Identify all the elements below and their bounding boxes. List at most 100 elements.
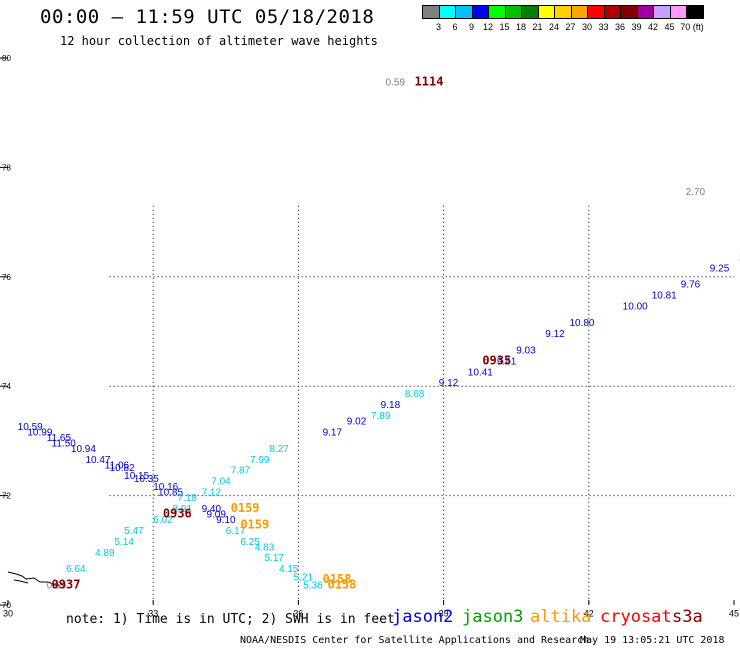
lon-tick-label: 45	[729, 608, 739, 618]
swh-value: 10.82	[110, 463, 135, 474]
swh-value: 9.76	[681, 280, 701, 291]
lon-tick-label: 33	[148, 608, 158, 618]
legend-item-s3a: s3a	[672, 607, 703, 627]
map-grid	[109, 205, 734, 605]
legend-item-jason2: jason2	[392, 607, 454, 627]
swh-value: 7.87	[231, 466, 251, 477]
lat-tick-label: 80	[2, 54, 11, 63]
swh-value: 10.16	[153, 482, 178, 493]
swh-value: 10.41	[468, 367, 493, 378]
color-scale-label: 9	[468, 22, 475, 32]
swh-value: 5.47	[124, 526, 144, 537]
swh-value: 7.12	[202, 488, 222, 499]
swh-value: 10.42	[739, 252, 740, 263]
swh-value: 9.03	[516, 345, 536, 356]
coastline-path	[7, 571, 61, 587]
lat-tick-label: 78	[2, 163, 11, 172]
color-scale-label: 3	[435, 22, 442, 32]
color-scale-label: 12	[482, 22, 494, 32]
swh-value: 10.59	[18, 422, 43, 433]
color-scale-label: 18	[515, 22, 527, 32]
swh-value: 4.89	[95, 548, 115, 559]
swh-value: 10.85	[158, 488, 183, 499]
swh-value: 10.00	[623, 302, 648, 313]
swh-value: 9.12	[545, 329, 565, 340]
swh-points: 0.5910.5910.9911.6511.5010.9410.4711.061…	[18, 77, 740, 591]
credit-text: NOAA/NESDIS Center for Satellite Applica…	[240, 635, 590, 646]
swh-value: 10.47	[85, 455, 110, 466]
color-scale-label: 36	[614, 22, 626, 32]
swh-value: 10.99	[27, 427, 52, 438]
color-scale	[422, 5, 704, 19]
color-scale-label: 42	[647, 22, 659, 32]
time-label: 0158	[323, 572, 352, 586]
lat-tick-label: 72	[2, 492, 11, 501]
swh-value: 0.59	[47, 581, 67, 592]
lat-tick-label: 76	[2, 273, 11, 282]
color-scale-label: 45	[664, 22, 675, 32]
lat-tick-label: 70	[2, 601, 11, 610]
swh-value: 10.94	[71, 444, 96, 455]
color-scale-label: 27	[565, 22, 576, 32]
time-label: 0937	[52, 578, 81, 592]
swh-value: 6.17	[226, 526, 246, 537]
swh-value: 11.50	[52, 438, 77, 449]
swh-value: 10.15	[124, 471, 149, 482]
color-scale-label: 39	[631, 22, 642, 32]
swh-value: 10.81	[652, 291, 677, 302]
swh-value: 9.12	[439, 378, 459, 389]
color-scale-labels: 3 6 9 12 15 18 21 24 27 30 33 36 39 42 45 70 (ft)	[422, 22, 740, 34]
color-scale-label: 21	[532, 22, 543, 32]
legend-item-altika: altika	[530, 607, 592, 627]
swh-value: 7.99	[250, 455, 270, 466]
swh-value: 8.91	[173, 504, 193, 515]
swh-value: 4.83	[255, 542, 275, 553]
color-scale-label: 15	[499, 22, 510, 32]
lon-tick-label: 36	[293, 608, 303, 618]
swh-value: 5.14	[114, 537, 134, 548]
swh-value: 0.59	[386, 77, 406, 88]
swh-value: 5.17	[265, 553, 285, 564]
legend-item-cryosat: cryosat	[600, 607, 672, 627]
swh-value: 6.64	[66, 564, 86, 575]
lon-tick-label: 39	[439, 608, 449, 618]
swh-value: 9.09	[206, 509, 226, 520]
color-scale-label: 30	[581, 22, 593, 32]
time-label: 0159	[240, 517, 269, 531]
timestamp-text: May 19 13:05:21 UTC 2018	[580, 635, 725, 646]
legend-item-jason3: jason3	[462, 607, 524, 627]
swh-value: 9.02	[347, 416, 367, 427]
swh-value: 4.15	[279, 564, 299, 575]
swh-value: 9.25	[710, 263, 730, 274]
time-label: 0159	[231, 501, 260, 515]
time-label: 1114	[415, 74, 444, 88]
swh-value: 11.65	[47, 433, 72, 444]
swh-value: 5.36	[303, 581, 323, 592]
swh-value: 5.21	[294, 572, 314, 583]
swh-value: 10.80	[569, 318, 594, 329]
swh-value: 6.02	[153, 515, 173, 526]
axis-ticks: 30 33 36 39 42 45 70 72 74 76 78 80	[0, 54, 739, 618]
coastline-path	[13, 579, 29, 584]
coastline	[7, 571, 61, 587]
swh-value: 10.35	[134, 474, 159, 485]
lon-tick-label: 42	[584, 608, 594, 618]
time-label: 0936	[163, 506, 192, 520]
swh-value: 7.89	[371, 411, 391, 422]
swh-value: 7.04	[211, 477, 231, 488]
swh-value: 9.17	[323, 427, 343, 438]
swh-value: 2.70	[686, 187, 706, 198]
swh-value: 9.40	[202, 504, 222, 515]
swh-value: 9.41	[497, 356, 517, 367]
swh-value: 11.06	[105, 460, 130, 471]
swh-value: 9.18	[381, 400, 401, 411]
map-subtitle: 12 hour collection of altimeter wave hei…	[60, 34, 378, 48]
swh-value: 8.27	[269, 444, 289, 455]
lat-tick-label: 74	[2, 382, 11, 391]
color-scale-label: 33	[598, 22, 609, 32]
time-label: 0935	[482, 353, 511, 367]
color-scale-label: 6	[452, 22, 458, 32]
map-title: 00:00 – 11:59 UTC 05/18/2018	[40, 6, 375, 28]
